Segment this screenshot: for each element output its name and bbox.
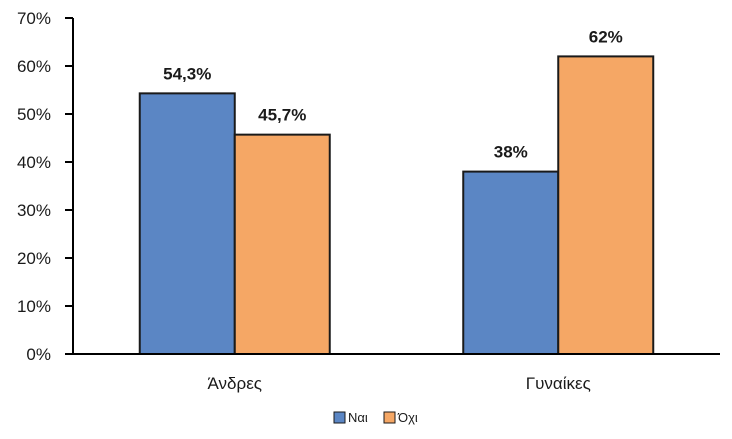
y-tick-label: 50% [17, 105, 51, 124]
legend-label-ochi: Όχι [397, 410, 418, 425]
y-tick-label: 60% [17, 57, 51, 76]
y-tick-label: 30% [17, 201, 51, 220]
x-category-label: Άνδρες [208, 374, 262, 393]
bars [138, 55, 655, 356]
data-label: 45,7% [258, 106, 306, 125]
data-label: 62% [589, 27, 623, 46]
y-tick-label: 20% [17, 249, 51, 268]
data-label: 54,3% [163, 64, 211, 83]
y-tick-label: 40% [17, 153, 51, 172]
y-axis: 0% 10% 20% 30% 40% 50% 60% 70% [17, 9, 74, 364]
bar-ochi-gynaikes [557, 55, 655, 356]
data-labels: 54,3% 45,7% 38% 62% [163, 27, 623, 161]
bar-nai-gynaikes [462, 170, 560, 355]
data-label: 38% [494, 143, 528, 162]
y-tick-label: 0% [26, 345, 51, 364]
y-tick-label: 70% [17, 9, 51, 28]
bar-ochi-andres [233, 133, 331, 355]
x-category-label: Γυναίκες [526, 374, 591, 393]
x-axis: Άνδρες Γυναίκες [65, 353, 720, 393]
y-tick-label: 10% [17, 297, 51, 316]
legend-label-nai: Ναι [348, 410, 368, 425]
bar-nai-andres [138, 92, 236, 356]
legend-swatch-ochi [383, 411, 396, 424]
legend: Ναι Όχι [333, 410, 418, 425]
legend-swatch-nai [333, 411, 346, 424]
